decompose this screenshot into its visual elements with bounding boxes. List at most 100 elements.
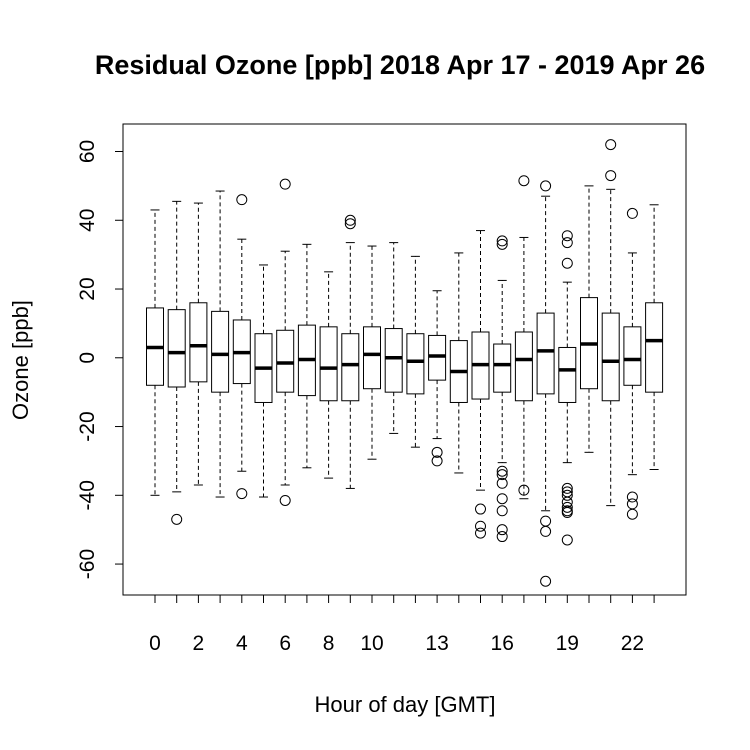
iqr-box xyxy=(319,326,338,402)
chart-title: Residual Ozone [ppb] 2018 Apr 17 - 2019 … xyxy=(95,50,705,80)
iqr-box xyxy=(558,346,577,403)
outlier-point xyxy=(496,531,508,543)
outlier-point xyxy=(540,180,552,192)
box-hour-22 xyxy=(623,207,642,520)
iqr-box xyxy=(536,312,555,395)
box-hour-0 xyxy=(146,209,164,496)
box-hour-15 xyxy=(471,230,490,539)
iqr-box xyxy=(645,302,664,393)
box-hour-1 xyxy=(167,200,186,525)
outlier-point xyxy=(561,230,573,242)
box-hour-23 xyxy=(645,204,664,471)
iqr-box xyxy=(406,333,425,395)
y-tick-label: 0 xyxy=(76,352,99,364)
y-tick-label: 20 xyxy=(76,277,99,300)
box-hour-19 xyxy=(558,230,577,546)
outlier-point xyxy=(561,257,573,269)
box-hour-10 xyxy=(363,245,381,460)
outlier-point xyxy=(475,503,486,515)
outlier-point xyxy=(540,575,552,587)
iqr-box xyxy=(363,326,381,390)
outlier-point xyxy=(496,477,508,489)
x-tick-label: 16 xyxy=(491,632,514,655)
outlier-point xyxy=(605,170,617,182)
box-hour-13 xyxy=(428,290,447,467)
box-hour-3 xyxy=(211,190,230,498)
outlier-point xyxy=(518,175,530,187)
outlier-point xyxy=(279,494,291,506)
box-hour-17 xyxy=(514,175,533,500)
y-tick-label: -40 xyxy=(76,480,99,510)
x-axis-label: Hour of day [GMT] xyxy=(315,692,496,717)
box-hour-16 xyxy=(493,235,512,543)
outlier-point xyxy=(540,525,552,537)
box-hour-5 xyxy=(254,264,273,498)
box-hour-9 xyxy=(341,214,360,489)
box-hour-8 xyxy=(319,271,338,479)
y-axis: -60 -40 -20 0 20 40 60 xyxy=(76,140,124,579)
box-hour-14 xyxy=(449,252,468,474)
x-tick-label: 0 xyxy=(149,632,161,655)
x-axis: 0 2 4 6 8 10 13 16 19 22 xyxy=(149,594,655,655)
y-tick-label: 60 xyxy=(76,140,99,163)
outlier-point xyxy=(496,465,508,477)
iqr-box xyxy=(514,331,533,402)
outlier-point xyxy=(496,505,508,517)
iqr-box xyxy=(189,302,208,383)
box-hour-18 xyxy=(536,180,555,587)
outlier-point xyxy=(344,218,356,230)
outlier-point xyxy=(236,488,248,500)
outlier-point xyxy=(561,501,573,513)
iqr-box xyxy=(211,310,230,393)
outlier-point xyxy=(626,508,638,520)
x-tick-label: 2 xyxy=(193,632,205,655)
outlier-point xyxy=(626,498,638,510)
outlier-point xyxy=(496,235,508,247)
outlier-point xyxy=(496,524,508,536)
y-tick-label: 40 xyxy=(76,209,99,232)
x-tick-label: 13 xyxy=(425,632,448,655)
box-hour-7 xyxy=(297,243,316,469)
y-axis-label: Ozone [ppb] xyxy=(8,300,33,420)
x-tick-label: 10 xyxy=(360,632,383,655)
iqr-box xyxy=(623,326,642,386)
outlier-point xyxy=(496,238,508,250)
y-tick-label: -60 xyxy=(76,549,99,579)
outlier-point xyxy=(431,446,443,458)
outlier-point xyxy=(561,482,573,494)
box-hour-21 xyxy=(601,139,620,507)
outlier-point xyxy=(171,513,183,525)
x-tick-label: 4 xyxy=(236,632,248,655)
outlier-point xyxy=(518,484,530,496)
outlier-point xyxy=(561,237,573,249)
x-tick-label: 19 xyxy=(556,632,579,655)
x-tick-label: 6 xyxy=(279,632,291,655)
outlier-point xyxy=(475,527,486,539)
outlier-point xyxy=(431,455,443,467)
outlier-point xyxy=(561,534,573,546)
box-hour-12 xyxy=(406,255,425,448)
plot-frame xyxy=(122,123,687,596)
outlier-point xyxy=(496,469,508,481)
y-tick-label: -20 xyxy=(76,411,99,441)
iqr-box xyxy=(341,333,360,402)
outlier-point xyxy=(279,178,291,190)
boxes-group xyxy=(146,139,664,587)
outlier-point xyxy=(540,515,552,527)
outlier-point xyxy=(626,207,638,219)
iqr-box xyxy=(601,312,620,402)
outlier-point xyxy=(626,491,638,503)
x-tick-label: 8 xyxy=(323,632,335,655)
outlier-point xyxy=(561,506,573,518)
iqr-box xyxy=(384,328,403,393)
outlier-point xyxy=(561,489,573,501)
outlier-point xyxy=(605,139,617,151)
box-hour-11 xyxy=(384,242,403,434)
x-tick-label: 22 xyxy=(621,632,644,655)
box-hour-4 xyxy=(232,194,251,500)
box-hour-6 xyxy=(276,178,295,506)
box-hour-2 xyxy=(189,202,208,486)
outlier-point xyxy=(236,194,248,206)
outlier-point xyxy=(344,214,356,226)
